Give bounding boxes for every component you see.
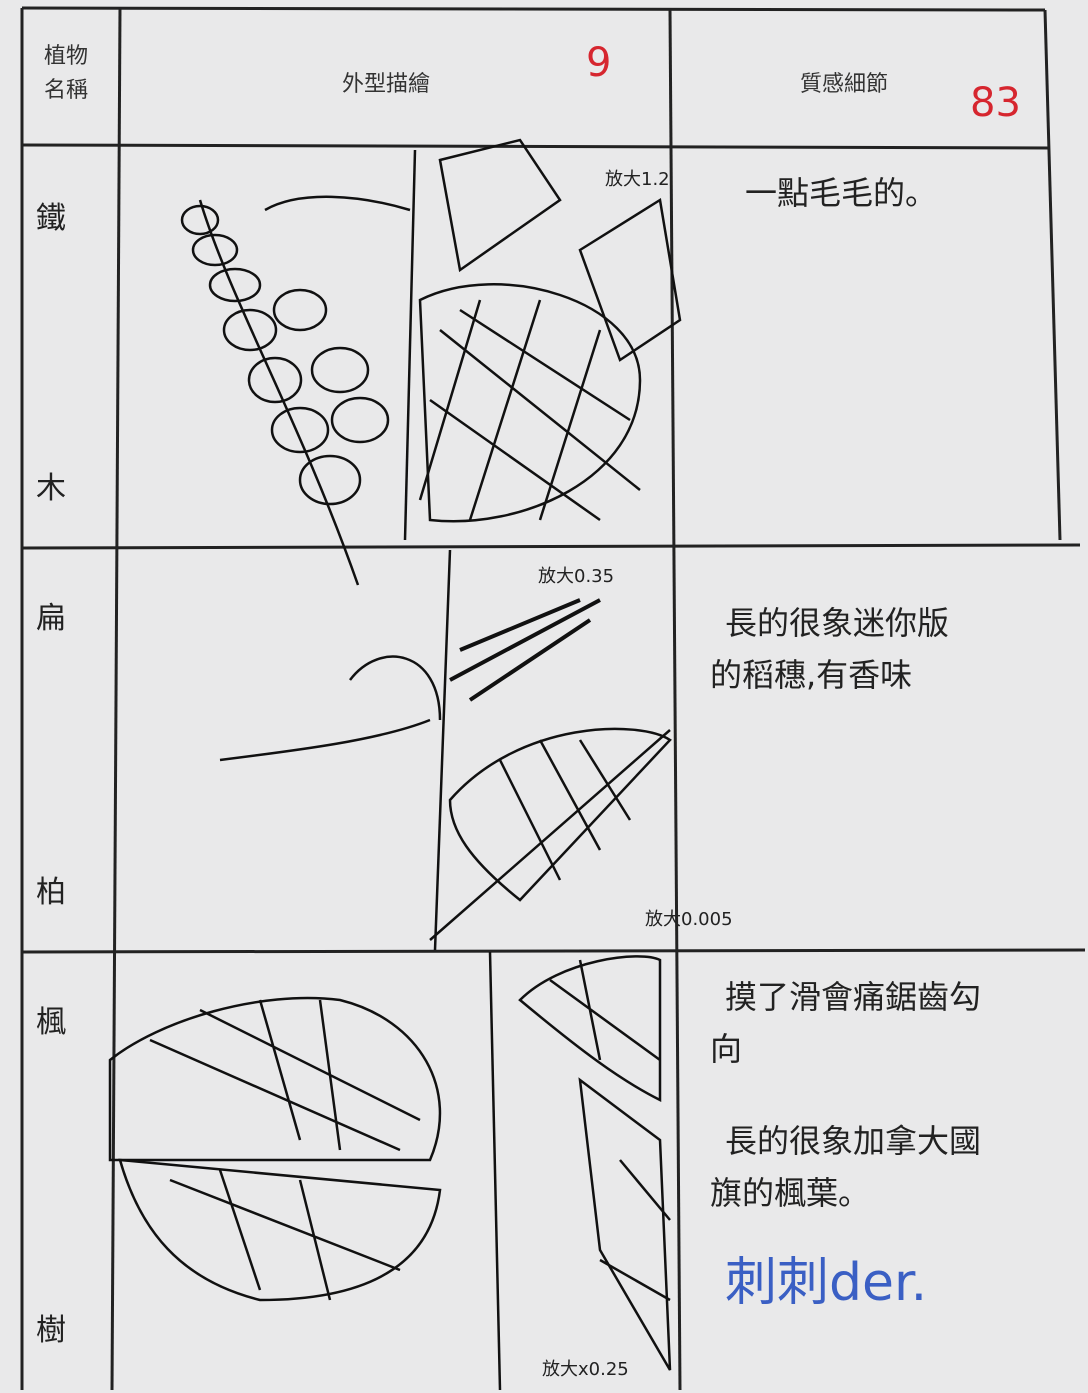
header-line: 植物	[44, 44, 89, 69]
zoom-label: 放大x0.25	[542, 1359, 629, 1380]
texture-note: 長的很象迷你版	[725, 604, 950, 642]
texture-note: 的稻穗,有香味	[710, 656, 913, 694]
plant-name-char: 木	[36, 471, 66, 506]
plant-name-char: 鐵	[36, 201, 66, 236]
zoom-label: 放大0.005	[645, 909, 733, 930]
drawings	[108, 138, 682, 1391]
texture-note: 長的很象加拿大國	[725, 1122, 982, 1160]
shape-column-header: 外型描繪	[342, 72, 431, 97]
texture-note: 一點毛毛的。	[745, 174, 938, 212]
plant-name-char: 扁	[36, 601, 66, 636]
plant-name-char: 楓	[36, 1005, 66, 1040]
zoom-label: 放大0.35	[538, 566, 615, 587]
texture-note: 摸了滑會痛鋸齒勾	[725, 978, 982, 1016]
texture-note: 向	[710, 1030, 743, 1068]
texture-score: 83	[970, 80, 1021, 126]
plant-name-char: 樹	[36, 1313, 66, 1348]
plant-name-char: 柏	[36, 875, 66, 910]
zoom-label: 放大1.2	[605, 169, 670, 190]
leaflets	[180, 204, 390, 506]
texture-column-header: 質感細節	[800, 72, 889, 97]
texture-note: 旗的楓葉。	[710, 1174, 871, 1212]
header-line: 名稱	[44, 78, 89, 103]
texture-note-highlight: 刺刺der.	[725, 1253, 928, 1313]
name-column-header: 植物 名稱	[44, 40, 88, 108]
table-lines	[20, 6, 1086, 1391]
shape-score: 9	[586, 40, 612, 86]
